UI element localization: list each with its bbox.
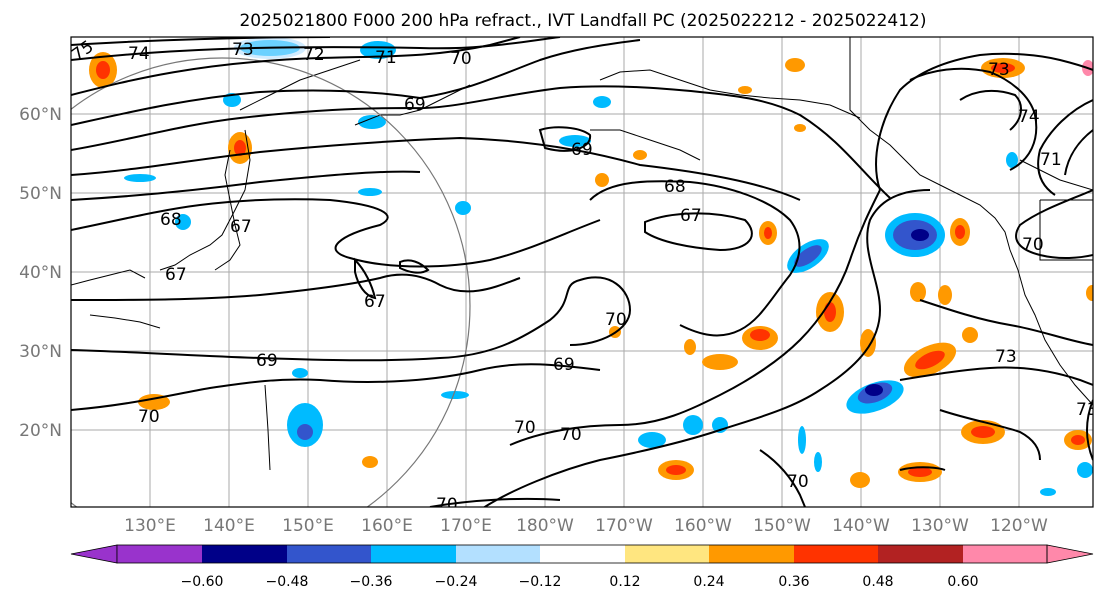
- contour-label: 70: [605, 310, 627, 330]
- contour-label: 74: [128, 44, 150, 64]
- lon-label: 160°E: [361, 516, 413, 536]
- colorbar-bin: [625, 545, 709, 563]
- lon-label: 180°W: [516, 516, 574, 536]
- contour-label: 67: [680, 206, 702, 226]
- contour-label: 68: [160, 210, 182, 230]
- colorbar-bin: [709, 545, 794, 563]
- contour-lines: [71, 37, 1093, 507]
- colorbar-tick: 0.36: [778, 574, 809, 590]
- gridlines: [71, 37, 1093, 507]
- colorbar-bin: [202, 545, 287, 563]
- contour-label: 70: [1022, 235, 1044, 255]
- colorbar-bin: [540, 545, 625, 563]
- colorbar-frame: [116, 544, 1048, 564]
- contour-label: 70: [560, 425, 582, 445]
- contour-label: 71: [375, 48, 397, 68]
- shaded-field: [89, 37, 1093, 496]
- colorbar-bin: [456, 545, 540, 563]
- contour-label: 68: [664, 177, 686, 197]
- colorbar-tick: 0.48: [862, 574, 893, 590]
- contour-label: 70: [138, 407, 160, 427]
- reference-circle: [71, 57, 471, 507]
- contour-label: 69: [404, 95, 426, 115]
- contour-label: 73: [1076, 400, 1098, 420]
- contour-label: 71: [1040, 150, 1062, 170]
- colorbar-tick: −0.48: [266, 574, 309, 590]
- colorbar-under-arrow: [70, 544, 118, 564]
- colorbar-tick: 0.60: [947, 574, 978, 590]
- contour-label: 73: [995, 347, 1017, 367]
- colorbar-tick: −0.24: [435, 574, 478, 590]
- lat-label: 60°N: [19, 105, 62, 125]
- colorbar-tick: 0.24: [693, 574, 724, 590]
- lat-label: 40°N: [19, 263, 62, 283]
- lon-axis: 130°E 140°E 150°E 160°E 170°E 180°W 170°…: [124, 516, 1048, 536]
- contour-label: 74: [1018, 107, 1040, 127]
- colorbar-over-arrow: [1046, 544, 1094, 564]
- lon-label: 130°W: [911, 516, 969, 536]
- contour-label: 70: [787, 472, 809, 492]
- colorbar-tick: −0.60: [181, 574, 224, 590]
- map-title: 2025021800 F000 200 hPa refract., IVT La…: [239, 11, 926, 31]
- colorbar-bin: [878, 545, 963, 563]
- contour-label: 67: [364, 292, 386, 312]
- colorbar: −0.60 −0.48 −0.36 −0.24 −0.12 0.12 0.24 …: [70, 544, 1094, 590]
- contour-label: 69: [553, 355, 575, 375]
- colorbar-bin: [371, 545, 456, 563]
- lon-label: 170°W: [595, 516, 653, 536]
- map-frame: [70, 36, 1094, 508]
- lat-axis: 20°N 30°N 40°N 50°N 60°N: [19, 105, 62, 441]
- contour-label: 69: [256, 351, 278, 371]
- contour-label: 69: [571, 140, 593, 160]
- colorbar-bin: [794, 545, 878, 563]
- lon-label: 150°W: [753, 516, 811, 536]
- contour-label: 67: [165, 265, 187, 285]
- lat-label: 50°N: [19, 184, 62, 204]
- colorbar-bin: [963, 545, 1047, 563]
- lon-label: 160°W: [674, 516, 732, 536]
- contour-label: 73: [232, 40, 254, 60]
- coastlines: [71, 37, 1093, 471]
- lon-label: 170°E: [440, 516, 492, 536]
- contour-label: 70: [450, 49, 472, 69]
- colorbar-tick: −0.12: [519, 574, 562, 590]
- colorbar-ticks: −0.60 −0.48 −0.36 −0.24 −0.12 0.12 0.24 …: [181, 574, 979, 590]
- colorbar-bin: [287, 545, 371, 563]
- lon-label: 140°W: [832, 516, 890, 536]
- lon-label: 140°E: [203, 516, 255, 536]
- colorbar-tick: −0.36: [350, 574, 393, 590]
- lon-label: 150°E: [282, 516, 334, 536]
- contour-labels: 75 74 73 72 71 70 69 69 68 67 67 68 67 6…: [71, 37, 1098, 515]
- colorbar-bin: [117, 545, 202, 563]
- contour-label: 73: [988, 60, 1010, 80]
- lon-label: 120°W: [990, 516, 1048, 536]
- contour-label: 67: [230, 217, 252, 237]
- lat-label: 20°N: [19, 421, 62, 441]
- map-panel: 75 74 73 72 71 70 69 69 68 67 67 68 67 6…: [70, 36, 1098, 515]
- lon-label: 130°E: [124, 516, 176, 536]
- contour-label: 72: [303, 45, 325, 65]
- contour-label: 70: [514, 418, 536, 438]
- colorbar-tick: 0.12: [609, 574, 640, 590]
- contour-label: 70: [436, 495, 458, 515]
- lat-label: 30°N: [19, 342, 62, 362]
